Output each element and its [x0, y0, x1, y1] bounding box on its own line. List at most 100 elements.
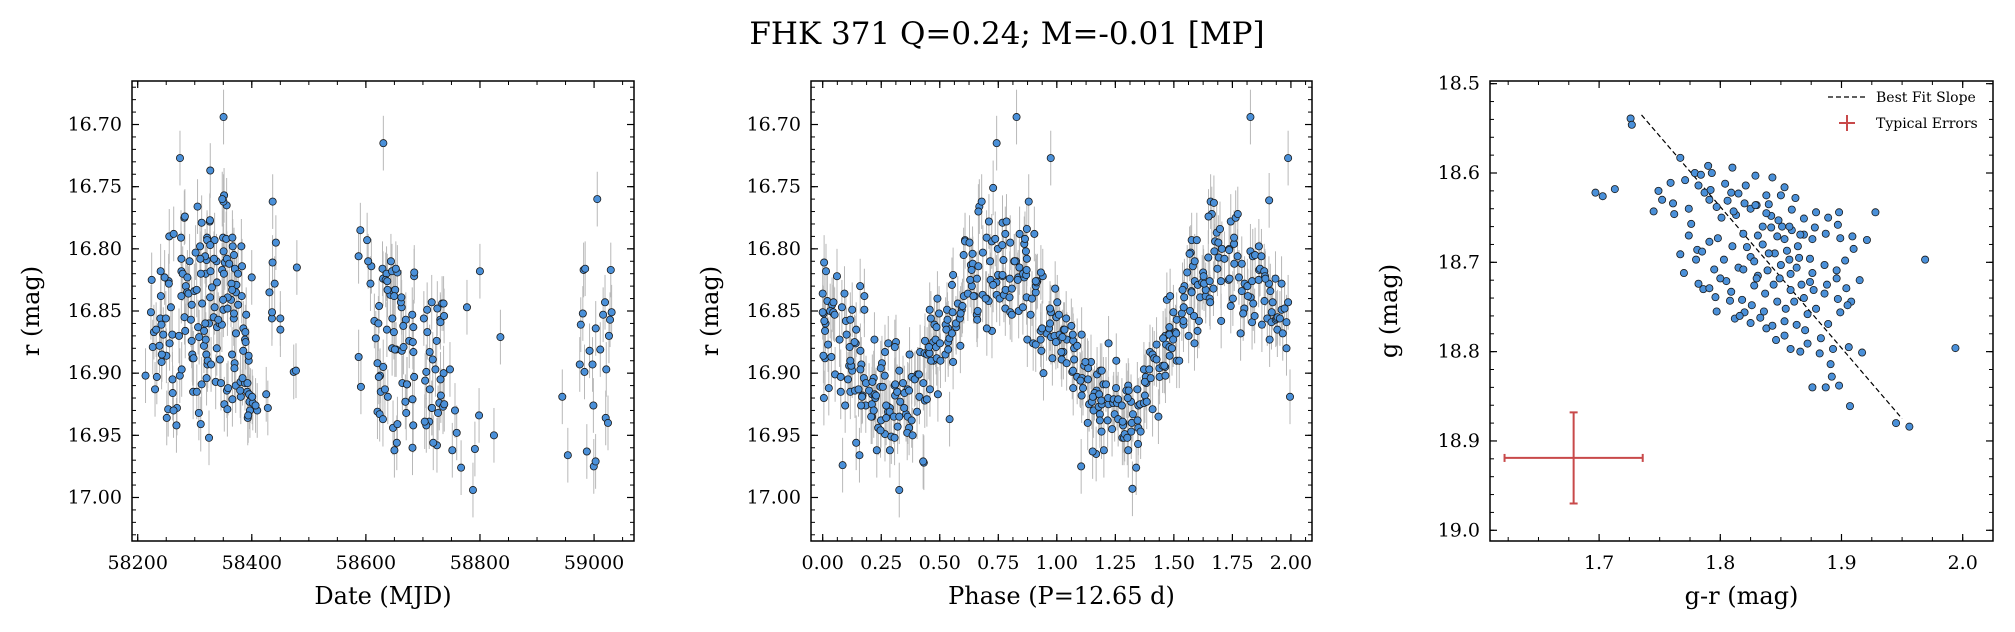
- data-point: [837, 303, 846, 312]
- x-tick-label: 0.25: [860, 552, 902, 574]
- panel-1: 58200 58400 58600 58800 59000 16.70 16.75 16.80…: [17, 80, 635, 610]
- data-point: [1845, 402, 1854, 411]
- data-point: [1124, 446, 1133, 455]
- data-point: [1217, 316, 1226, 325]
- data-point: [1068, 330, 1077, 339]
- data-point: [231, 329, 240, 338]
- data-point: [192, 387, 201, 396]
- data-point: [1842, 284, 1851, 293]
- data-point: [201, 319, 210, 328]
- data-point: [585, 346, 594, 355]
- data-point: [1069, 384, 1078, 393]
- data-point: [999, 256, 1008, 265]
- data-point: [819, 351, 828, 360]
- data-point: [1711, 293, 1720, 302]
- data-point: [228, 285, 237, 294]
- data-point: [872, 446, 881, 455]
- data-point: [1808, 383, 1817, 392]
- data-point: [169, 229, 178, 238]
- data-point: [1067, 321, 1076, 330]
- data-point: [168, 330, 177, 339]
- data-point: [876, 426, 885, 435]
- data-point: [155, 341, 164, 350]
- data-point: [948, 308, 957, 317]
- data-point: [432, 336, 441, 345]
- data-point: [268, 197, 277, 206]
- data-point: [1010, 257, 1019, 266]
- data-point: [1209, 198, 1218, 207]
- data-point: [241, 338, 250, 347]
- data-point: [1012, 113, 1021, 122]
- data-point: [1234, 273, 1243, 282]
- legend-label: Typical Errors: [1876, 116, 1978, 132]
- data-point: [919, 379, 928, 388]
- x-tick-label: 58400: [222, 552, 282, 574]
- data-point: [1030, 229, 1039, 238]
- data-point: [425, 385, 434, 394]
- data-point: [1627, 120, 1636, 129]
- data-point: [457, 463, 466, 472]
- y-tick-label: 18.7: [1438, 251, 1480, 273]
- data-point: [408, 443, 417, 452]
- data-point: [1750, 281, 1759, 290]
- data-point: [1260, 297, 1269, 306]
- data-point: [392, 438, 401, 447]
- data-point: [159, 330, 168, 339]
- data-point: [943, 315, 952, 324]
- data-point: [1133, 385, 1142, 394]
- data-point: [945, 415, 954, 424]
- data-point: [157, 357, 166, 366]
- data-point: [1812, 304, 1821, 313]
- data-point: [1192, 236, 1201, 245]
- data-point: [989, 183, 998, 192]
- data-point: [1206, 298, 1215, 307]
- data-point: [1046, 319, 1055, 328]
- data-point: [868, 377, 877, 386]
- data-point: [1024, 197, 1033, 206]
- data-point: [1832, 266, 1841, 275]
- data-point: [195, 333, 204, 342]
- data-point: [1146, 374, 1155, 383]
- x-tick-label: 1.50: [1153, 552, 1195, 574]
- plot-frame: [810, 80, 1313, 542]
- data-point: [1038, 324, 1047, 333]
- data-point: [1862, 235, 1871, 244]
- data-point: [581, 264, 590, 273]
- data-point: [1204, 212, 1213, 221]
- data-point: [1843, 301, 1852, 310]
- data-point: [148, 343, 157, 352]
- data-point: [1060, 325, 1069, 334]
- data-point: [1179, 316, 1188, 325]
- data-point: [427, 298, 436, 307]
- data-point: [356, 382, 365, 391]
- data-point: [602, 365, 611, 374]
- data-point: [1175, 356, 1184, 365]
- data-point: [237, 292, 246, 301]
- data-point: [818, 308, 827, 317]
- data-point: [390, 292, 399, 301]
- data-point: [1062, 359, 1071, 368]
- data-point: [1114, 395, 1123, 404]
- data-point: [1809, 286, 1818, 295]
- data-point: [969, 292, 978, 301]
- data-point: [247, 273, 256, 282]
- data-point: [1803, 310, 1812, 319]
- data-point: [1762, 209, 1771, 218]
- data-point: [924, 343, 933, 352]
- data-point: [175, 154, 184, 163]
- data-point: [268, 258, 277, 267]
- data-point: [177, 233, 186, 242]
- data-point: [1002, 217, 1011, 226]
- data-point: [1756, 313, 1765, 322]
- y-axis-label: r (mag): [17, 266, 45, 356]
- data-point: [423, 328, 432, 337]
- data-point: [1023, 335, 1032, 344]
- data-point: [496, 333, 505, 342]
- data-point: [1739, 229, 1748, 238]
- data-point: [1058, 333, 1067, 342]
- data-point: [1723, 196, 1732, 205]
- axis-ticks: 58200 58400 58600 58800 59000 16.70 16.75 16.80…: [68, 81, 634, 574]
- data-point: [1022, 254, 1031, 263]
- data-point: [857, 401, 866, 410]
- data-point: [1836, 234, 1845, 243]
